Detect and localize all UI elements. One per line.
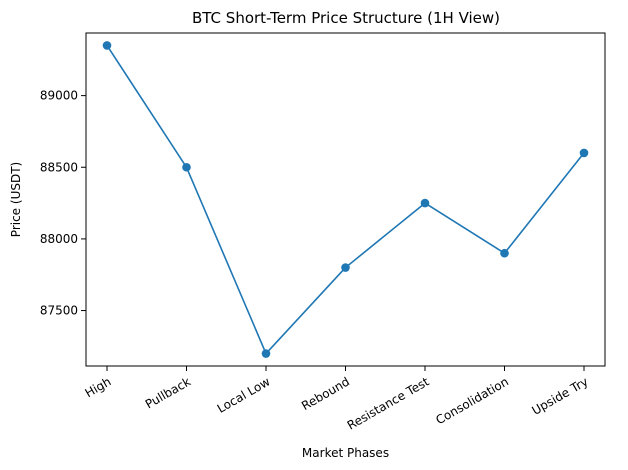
y-tick-label: 87500 [40,304,78,318]
y-axis-label: Price (USDT) [9,162,23,237]
data-point [102,41,112,50]
x-tick-label: Consolidation [433,374,511,427]
series-layer [102,41,589,358]
y-tick-label: 88500 [40,160,78,174]
x-tick-label: High [83,374,114,400]
data-point [261,349,271,358]
y-tick-label: 89000 [40,89,78,103]
series-line [106,44,585,355]
data-point [500,248,509,258]
y-tick-label: 88000 [40,232,78,246]
x-tick-label: Rebound [299,374,352,413]
data-point [182,162,191,172]
data-point [579,148,589,158]
y-axis: 87500 88000 88500 89000 [40,89,86,318]
x-tick-label: Pullback [143,374,193,411]
data-point [341,263,350,272]
chart-title: BTC Short-Term Price Structure (1H View) [192,9,500,27]
x-tick-label: Resistance Test [345,374,432,432]
x-tick-label: Upside Try [529,374,590,417]
data-point [420,198,430,208]
x-axis-label: Market Phases [302,446,389,460]
x-tick-label: Local Low [215,374,273,415]
plot-area [85,32,606,367]
plot-frame [85,32,606,367]
